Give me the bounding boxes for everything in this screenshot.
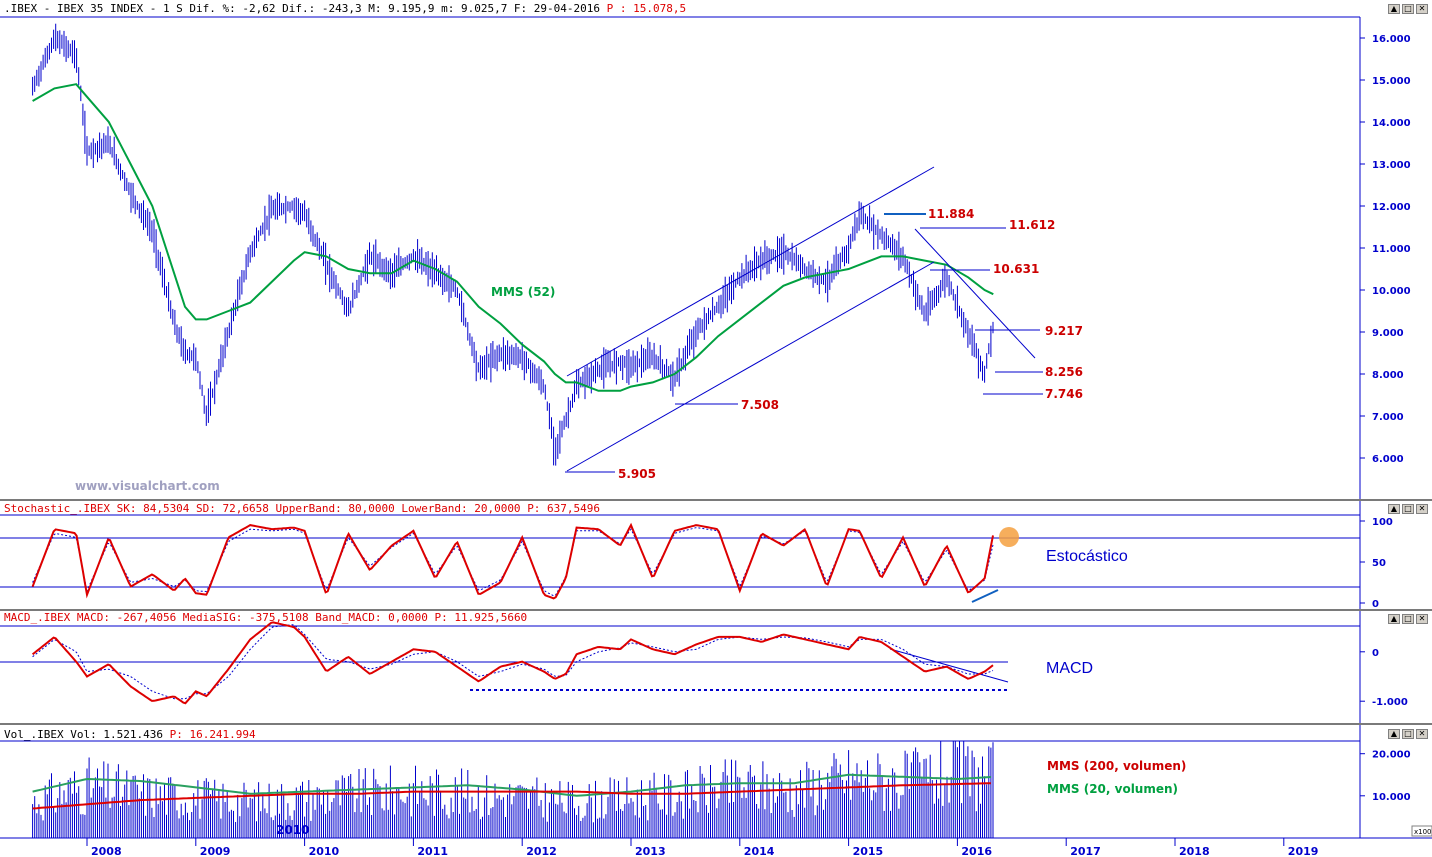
vol-maximize-button[interactable]: □: [1402, 729, 1414, 739]
y-axes: 16.000 15.000 14.000 13.000 12.000 11.000 10.0…: [1360, 34, 1411, 803]
price-level-label: 7.508: [741, 398, 779, 412]
macd-line: [31, 621, 994, 705]
y-tick-label: 8.000: [1372, 370, 1404, 381]
vol-close-button[interactable]: ✕: [1416, 729, 1428, 739]
y-tick-label: 0: [1372, 599, 1379, 610]
y-tick-label: 13.000: [1372, 160, 1411, 171]
price-restore-button[interactable]: ▲: [1388, 4, 1400, 14]
watermark: www.visualchart.com: [75, 479, 220, 493]
price-bars: [32, 23, 994, 466]
y-tick-label: -1.000: [1372, 697, 1408, 708]
vol-ma200-line: [32, 782, 991, 810]
mms52-line: [32, 83, 994, 392]
vol-unit-box: [1411, 825, 1432, 837]
x-tick-label: 2015: [853, 845, 884, 857]
price-level-label: 8.256: [1045, 365, 1083, 379]
y-tick-label: 7.000: [1372, 412, 1404, 423]
price-maximize-button[interactable]: □: [1402, 4, 1414, 14]
x-tick-label: 2009: [200, 845, 231, 857]
vol-unit: x100: [1414, 828, 1432, 836]
x-tick-label: 2010: [309, 845, 340, 857]
mms20-vol-label: MMS (20, volumen): [1047, 782, 1178, 796]
x-axis: 2008 2009 2010 2011 2012 2013 2014 2015 2016 2017…: [86, 838, 1319, 857]
channel-upper: [566, 166, 935, 377]
x-tick-label: 2019: [1288, 845, 1319, 857]
y-tick-label: 50: [1372, 558, 1386, 569]
y-tick-label: 15.000: [1372, 76, 1411, 87]
price-level-label: 5.905: [618, 467, 656, 481]
price-close-button[interactable]: ✕: [1416, 4, 1428, 14]
trendlines: [566, 166, 1036, 472]
mms200-vol-label: MMS (200, volumen): [1047, 759, 1186, 773]
y-tick-label: 9.000: [1372, 328, 1404, 339]
stoch-maximize-button[interactable]: □: [1402, 504, 1414, 514]
price-level-label: 11.884: [928, 207, 974, 221]
x-tick-label: 2011: [417, 845, 448, 857]
y-tick-label: 12.000: [1372, 202, 1411, 213]
channel-lower: [566, 261, 935, 472]
year-overlay: 2010: [276, 823, 309, 837]
macd-header: MACD_.IBEX MACD: -267,4056 MediaSIG: -37…: [4, 611, 527, 624]
macd-label: MACD: [1046, 660, 1093, 677]
vol-ma20-line: [32, 773, 991, 797]
y-tick-label: 16.000: [1372, 34, 1411, 45]
stoch-header: Stochastic_.IBEX SK: 84,5304 SD: 72,6658…: [4, 502, 600, 515]
macd-close-button[interactable]: ✕: [1416, 614, 1428, 624]
y-tick-label: 0: [1372, 648, 1379, 659]
x-tick-label: 2012: [526, 845, 557, 857]
y-tick-label: 10.000: [1372, 286, 1411, 297]
y-tick-label: 20.000: [1372, 750, 1411, 761]
x-tick-label: 2017: [1070, 845, 1101, 857]
stoch-sk-line: [31, 522, 994, 600]
price-header: .IBEX - IBEX 35 INDEX - 1 S Dif. %: -2,6…: [4, 2, 686, 15]
stoch-divergence-line: [971, 589, 999, 603]
x-tick-label: 2013: [635, 845, 666, 857]
x-tick-label: 2014: [744, 845, 775, 857]
macd-restore-button[interactable]: ▲: [1388, 614, 1400, 624]
stoch-restore-button[interactable]: ▲: [1388, 504, 1400, 514]
vol-header: Vol_.IBEX Vol: 1.521.436 P: 16.241.994: [4, 728, 256, 741]
vol-restore-button[interactable]: ▲: [1388, 729, 1400, 739]
y-tick-label: 10.000: [1372, 792, 1411, 803]
stoch-highlight-marker: [999, 527, 1019, 547]
panel-frames: [0, 16, 1432, 839]
y-tick-label: 14.000: [1372, 118, 1411, 129]
y-tick-label: 100: [1372, 517, 1393, 528]
price-level-label: 7.746: [1045, 387, 1083, 401]
x-tick-label: 2018: [1179, 845, 1210, 857]
price-level-label: 10.631: [993, 262, 1039, 276]
downtrend-line: [914, 228, 1036, 359]
x-tick-label: 2016: [961, 845, 992, 857]
macd-maximize-button[interactable]: □: [1402, 614, 1414, 624]
macd-trendline: [889, 648, 1009, 683]
price-level-label: 11.612: [1009, 218, 1055, 232]
price-levels: 11.884 11.612 10.631 9.217 8.256 7.746 7.508 5.…: [565, 207, 1083, 481]
stoch-close-button[interactable]: ✕: [1416, 504, 1428, 514]
y-tick-label: 6.000: [1372, 454, 1404, 465]
volume-bars: [32, 741, 994, 838]
y-tick-label: 11.000: [1372, 244, 1411, 255]
price-level-label: 9.217: [1045, 324, 1083, 338]
mms52-label: MMS (52): [491, 285, 555, 299]
x-tick-label: 2008: [91, 845, 122, 857]
estocastico-label: Estocástico: [1046, 548, 1128, 565]
